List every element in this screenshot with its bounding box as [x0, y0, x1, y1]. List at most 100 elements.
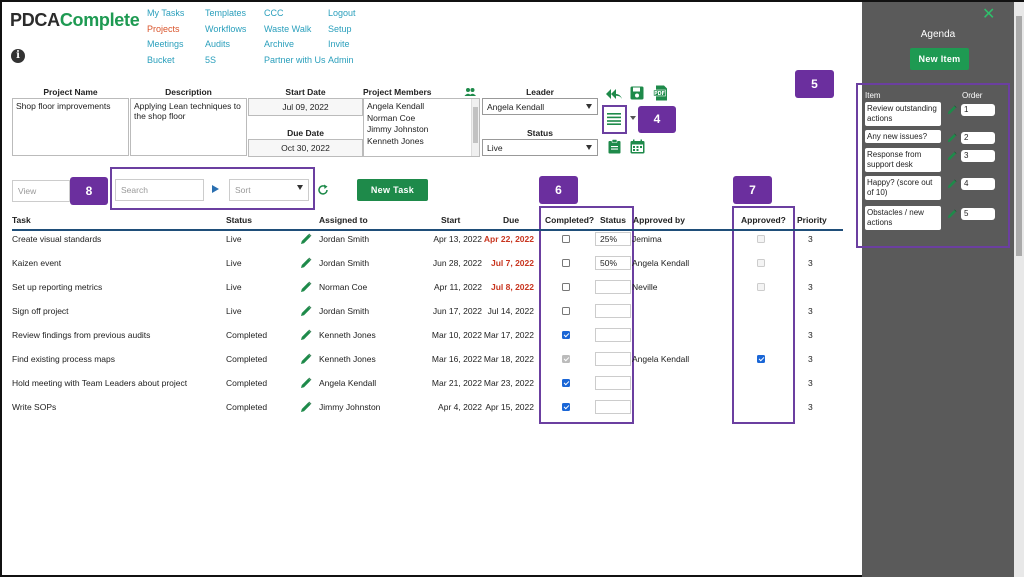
reply-all-icon[interactable] — [605, 88, 623, 100]
completed-checkbox[interactable] — [562, 259, 570, 267]
nav-bucket[interactable]: Bucket — [147, 54, 175, 65]
edit-pencil-icon[interactable] — [947, 209, 957, 219]
task-name[interactable]: Set up reporting metrics — [12, 282, 103, 292]
nav-5s[interactable]: 5S — [205, 54, 217, 65]
save-icon[interactable] — [630, 86, 644, 100]
task-name[interactable]: Find existing process maps — [12, 354, 115, 364]
progress-input[interactable]: 25% — [595, 232, 631, 246]
edit-pencil-icon[interactable] — [300, 353, 312, 365]
header-approved[interactable]: Approved? — [741, 215, 786, 225]
completed-checkbox[interactable] — [562, 379, 570, 387]
edit-pencil-icon[interactable] — [947, 105, 957, 115]
nav-meetings[interactable]: Meetings — [147, 39, 184, 49]
leader-select[interactable]: Angela Kendall — [482, 98, 598, 115]
header-due[interactable]: Due — [503, 215, 520, 225]
edit-pencil-icon[interactable] — [300, 281, 312, 293]
agenda-scrollbar[interactable] — [1014, 2, 1024, 577]
task-name[interactable]: Sign off project — [12, 306, 69, 316]
member-item[interactable]: Angela Kendall — [367, 101, 425, 111]
nav-workflows[interactable]: Workflows — [205, 23, 247, 34]
progress-input[interactable] — [595, 304, 631, 318]
start-date-field[interactable]: Jul 09, 2022 — [248, 98, 363, 116]
play-icon[interactable] — [212, 185, 219, 193]
member-item[interactable]: Norman Coe — [367, 112, 416, 123]
header-task[interactable]: Task — [12, 215, 31, 225]
nav-logout[interactable]: Logout — [328, 8, 356, 18]
search-input[interactable]: Search — [115, 179, 204, 201]
refresh-icon[interactable] — [317, 184, 329, 196]
agenda-order-input[interactable]: 4 — [961, 178, 995, 190]
members-list[interactable]: Angela Kendall Norman Coe Jimmy Johnston… — [363, 98, 480, 157]
table-row[interactable]: Review findings from previous audits Comp… — [12, 323, 842, 347]
header-start[interactable]: Start — [441, 215, 461, 225]
status-select[interactable]: Live — [482, 139, 598, 156]
close-icon[interactable]: ✕ — [982, 6, 996, 23]
nav-archive[interactable]: Archive — [264, 39, 295, 49]
agenda-order-input[interactable]: 5 — [961, 208, 995, 220]
table-row[interactable]: Kaizen event Live Jordan Smith Jun 28, 2022… — [12, 251, 842, 275]
edit-pencil-icon[interactable] — [947, 151, 957, 161]
completed-checkbox[interactable] — [562, 355, 570, 363]
calendar-icon[interactable] — [630, 139, 645, 154]
new-item-button[interactable]: New Item — [910, 48, 969, 70]
completed-checkbox[interactable] — [562, 403, 570, 411]
member-item[interactable]: Jimmy Johnston — [367, 124, 429, 134]
edit-pencil-icon[interactable] — [300, 233, 312, 245]
agenda-item-text[interactable]: Response from support desk — [865, 148, 941, 172]
nav-admin[interactable]: Admin — [328, 54, 354, 65]
approved-checkbox[interactable] — [757, 235, 765, 243]
table-row[interactable]: Sign off project Live Jordan Smith Jun 17, … — [12, 299, 842, 323]
completed-checkbox[interactable] — [562, 235, 570, 243]
agenda-order-input[interactable]: 2 — [961, 132, 995, 144]
approved-checkbox[interactable] — [757, 259, 765, 267]
header-priority[interactable]: Priority — [797, 215, 827, 225]
agenda-order-input[interactable]: 3 — [961, 150, 995, 162]
chevron-down-icon[interactable] — [630, 116, 636, 122]
progress-input[interactable] — [595, 328, 631, 342]
table-row[interactable]: Create visual standards Live Jordan Smith A… — [12, 227, 842, 251]
new-task-button[interactable]: New Task — [357, 179, 428, 201]
header-progress[interactable]: Status — [600, 215, 626, 225]
header-completed[interactable]: Completed? — [545, 215, 595, 225]
table-row[interactable]: Hold meeting with Team Leaders about pro… — [12, 371, 842, 395]
table-row[interactable]: Find existing process maps Completed Kenne… — [12, 347, 842, 371]
completed-checkbox[interactable] — [562, 307, 570, 315]
pdf-icon[interactable]: PDF — [653, 85, 668, 101]
edit-pencil-icon[interactable] — [300, 257, 312, 269]
agenda-item-text[interactable]: Happy? (score out of 10) — [865, 176, 941, 200]
edit-pencil-icon[interactable] — [300, 305, 312, 317]
table-row[interactable]: Set up reporting metrics Live Norman Coe Ap… — [12, 275, 842, 299]
completed-checkbox[interactable] — [562, 283, 570, 291]
agenda-item-text[interactable]: Any new issues? — [865, 130, 941, 143]
nav-setup[interactable]: Setup — [328, 23, 352, 34]
progress-input[interactable] — [595, 400, 631, 414]
nav-my-tasks[interactable]: My Tasks — [147, 8, 185, 18]
table-row[interactable]: Write SOPs Completed Jimmy Johnston Apr 4, … — [12, 395, 842, 419]
due-date-field[interactable]: Oct 30, 2022 — [248, 139, 363, 157]
header-status[interactable]: Status — [226, 215, 252, 225]
progress-input[interactable] — [595, 376, 631, 390]
header-approved-by[interactable]: Approved by — [633, 215, 685, 225]
task-name[interactable]: Kaizen event — [12, 258, 62, 268]
edit-pencil-icon[interactable] — [300, 377, 312, 389]
agenda-item-text[interactable]: Obstacles / new actions — [865, 206, 941, 230]
task-name[interactable]: Create visual standards — [12, 234, 102, 244]
approved-checkbox[interactable] — [757, 283, 765, 291]
progress-input[interactable] — [595, 352, 631, 366]
description-field[interactable]: Applying Lean techniques to the shop flo… — [130, 98, 247, 156]
member-item[interactable]: Kenneth Jones — [367, 135, 424, 146]
nav-partner[interactable]: Partner with Us — [264, 54, 326, 65]
agenda-item-text[interactable]: Review outstanding actions — [865, 102, 941, 126]
nav-audits[interactable]: Audits — [205, 39, 231, 49]
task-name[interactable]: Write SOPs — [12, 402, 57, 412]
edit-pencil-icon[interactable] — [947, 179, 957, 189]
progress-input[interactable]: 50% — [595, 256, 631, 270]
nav-invite[interactable]: Invite — [328, 39, 350, 49]
sort-select[interactable]: Sort — [229, 179, 309, 201]
view-input[interactable]: View — [12, 180, 70, 202]
edit-pencil-icon[interactable] — [300, 401, 312, 413]
clipboard-icon[interactable] — [608, 139, 621, 154]
members-scrollbar[interactable] — [471, 99, 479, 156]
progress-input[interactable] — [595, 280, 631, 294]
agenda-order-input[interactable]: 1 — [961, 104, 995, 116]
